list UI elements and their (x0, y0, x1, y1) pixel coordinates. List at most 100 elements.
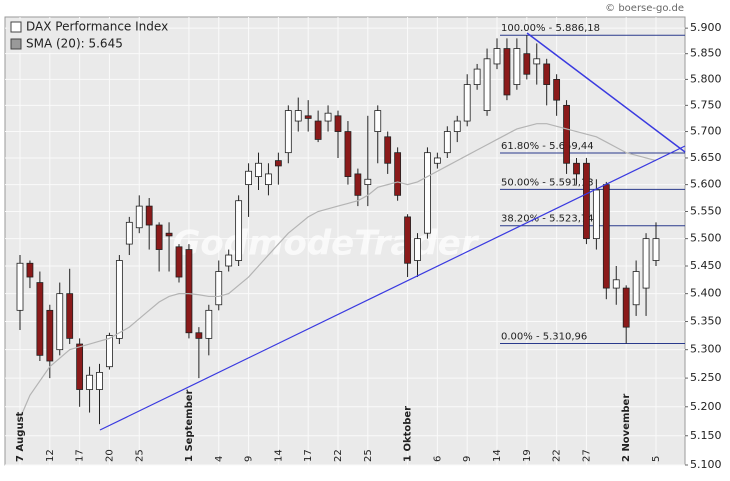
candle-body (205, 309, 213, 339)
candle-body (553, 79, 561, 101)
copyright: © boerse-go.de (605, 3, 684, 14)
fib-label: 50.00% - 5.591,13 (501, 177, 594, 188)
x-tick-label: 14 (492, 449, 503, 462)
candle-body (314, 120, 322, 140)
legend-label: SMA (20): 5.645 (26, 37, 123, 51)
candle-body (443, 131, 451, 154)
candle-body (473, 68, 481, 85)
x-tick-label: 1 September (184, 389, 195, 462)
candle-body (66, 293, 74, 339)
y-tick-label: 5.650 (690, 151, 722, 164)
x-tick-label: 17 (75, 449, 86, 462)
candle-body (16, 262, 24, 311)
candle-body (115, 260, 123, 339)
candle-body (255, 162, 262, 177)
candle-body (433, 157, 441, 164)
candle-body (364, 178, 372, 186)
fib-label: 61.80% - 5.659,44 (501, 141, 594, 152)
x-tick-label: 4 (214, 456, 225, 462)
x-tick-label: 6 (432, 456, 443, 462)
y-tick-label: 5.850 (690, 47, 722, 60)
x-tick-label: 27 (581, 449, 592, 462)
y-tick-label: 5.900 (690, 21, 722, 34)
legend-label: DAX Performance Index (26, 20, 168, 34)
candle-body (563, 104, 570, 164)
y-tick-label: 5.500 (690, 232, 722, 245)
y-tick-label: 5.400 (690, 287, 722, 300)
candle-body (573, 162, 580, 175)
candle-body (463, 84, 471, 122)
x-tick-label: 17 (303, 449, 314, 462)
x-tick-label: 7 August (15, 411, 26, 462)
legend-box (7, 19, 134, 53)
candle-body (543, 63, 551, 85)
candle-body (354, 173, 362, 196)
y-tick-label: 5.550 (690, 204, 722, 217)
candle-body (265, 173, 272, 186)
candle-body (374, 110, 382, 132)
marks: 100.00% - 5.886,18 61.80% - 5.659,44 50.00… (16, 23, 685, 425)
fib-label: 38.20% - 5.523,74 (501, 214, 594, 225)
candle-body (86, 374, 93, 390)
x-tick-label: 22 (552, 449, 563, 462)
candle-body (125, 221, 133, 245)
candle-body (165, 232, 173, 237)
y-tick-label: 5.700 (690, 125, 722, 138)
candle-body (404, 216, 411, 264)
candle-body (652, 238, 660, 261)
candle-body (274, 160, 282, 167)
candle-body (334, 115, 342, 132)
y-tick-label: 5.250 (690, 371, 722, 384)
x-tick-label: 9 (244, 456, 255, 462)
candle-body (304, 115, 312, 119)
candle-body (46, 309, 54, 362)
candle-body (394, 152, 402, 196)
candle-body (602, 184, 610, 289)
candle-body (483, 58, 491, 111)
x-tick-label: 19 (522, 449, 533, 462)
candle-body (642, 238, 650, 289)
candle-body (324, 112, 332, 122)
y-tick-label: 5.600 (690, 178, 722, 191)
candle-body (384, 136, 392, 164)
x-tick-label: 5 (651, 456, 662, 462)
y-tick-label: 5.150 (690, 429, 722, 442)
candle-body (503, 48, 511, 96)
candle-body (513, 48, 521, 85)
legend-swatch (10, 21, 22, 33)
grid (5, 17, 685, 466)
y-tick-label: 5.750 (690, 98, 722, 111)
sma-line (19, 123, 657, 419)
candle-body (175, 246, 183, 278)
candle-body (453, 120, 461, 132)
candle-body (414, 238, 421, 261)
candle-body (76, 343, 84, 390)
candle-body (612, 279, 620, 289)
candle-body (583, 162, 590, 240)
candle-body (592, 189, 600, 240)
y-tick-label: 5.300 (690, 343, 722, 356)
candle-body (225, 254, 233, 267)
x-tick-label: 14 (273, 449, 284, 462)
candle-body (155, 224, 163, 250)
candle-body (106, 335, 113, 368)
fib-label: 0.00% - 5.310,96 (501, 331, 587, 342)
candle-body (36, 282, 44, 356)
candle-body (56, 293, 64, 351)
trend-line (99, 145, 686, 431)
candle-body (424, 152, 431, 234)
x-tick-label: 9 (462, 456, 473, 462)
candle-body (215, 271, 223, 306)
candle-body (145, 205, 153, 226)
candle-body (26, 262, 34, 278)
x-tick-label: 12 (45, 449, 56, 462)
fib-label: 100.00% - 5.886,18 (501, 23, 600, 34)
candle-body (344, 131, 352, 177)
x-tick-label: 2 November (621, 394, 632, 462)
candle-body (632, 271, 640, 306)
x-tick-label: 20 (104, 449, 115, 462)
candle-body (185, 249, 193, 334)
candle-body (622, 287, 630, 328)
candle-body (195, 332, 203, 339)
